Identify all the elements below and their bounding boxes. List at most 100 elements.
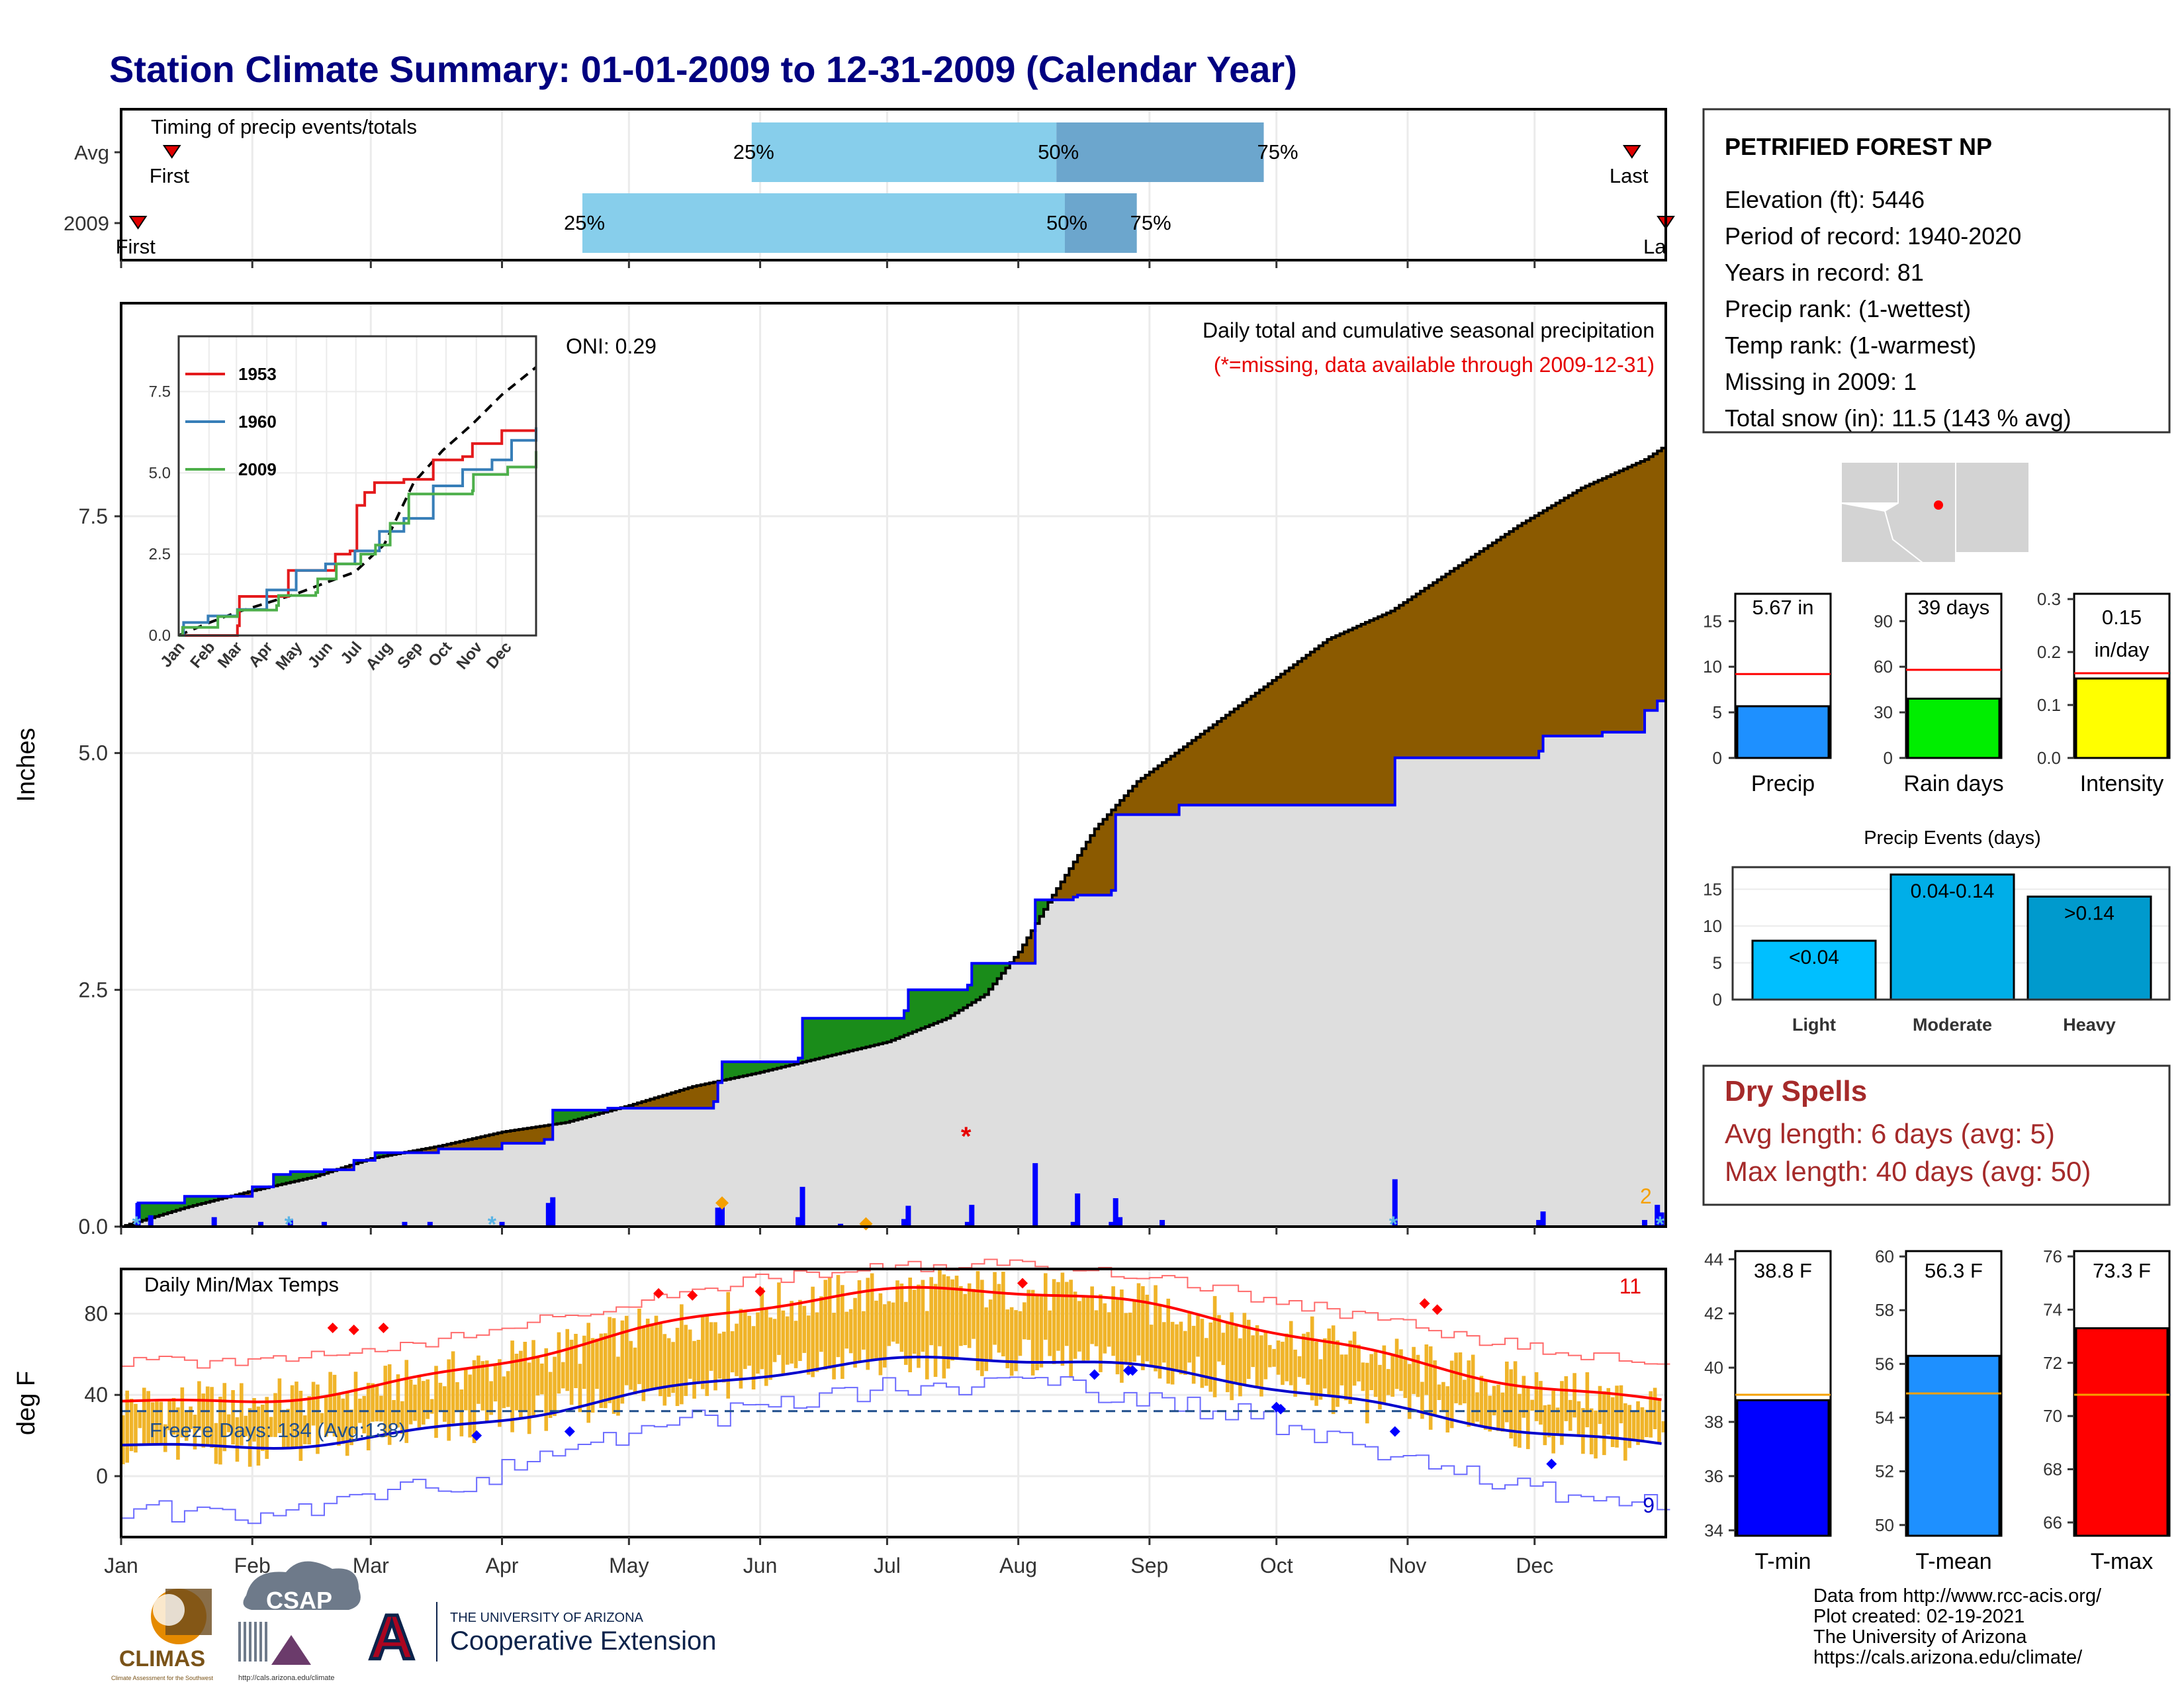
precip-title: Daily total and cumulative seasonal prec… <box>1203 318 1655 342</box>
month-tick-label: Apr <box>486 1554 519 1577</box>
month-tick-label: Oct <box>1260 1554 1293 1577</box>
daily-precip-bar <box>148 1215 154 1227</box>
mini-bar-label: Rain days <box>1903 771 2003 796</box>
first-event-marker <box>128 216 148 230</box>
month-tick-label: Jun <box>743 1554 778 1577</box>
page-title: Station Climate Summary: 01-01-2009 to 1… <box>109 48 1297 90</box>
inset-ytick-label: 5.0 <box>149 464 171 482</box>
hail-marker <box>715 1196 729 1210</box>
daily-precip-bar <box>1032 1163 1038 1227</box>
temp-bar-tick-label: 42 <box>1704 1303 1723 1323</box>
station-info-line: Total snow (in): 11.5 (143 % avg) <box>1725 404 2071 432</box>
observed-cumulative-line <box>121 689 1667 1228</box>
snow-event-count: 2 <box>1640 1184 1652 1208</box>
inset-bg <box>179 336 536 635</box>
mini-bar-tick-label: 5 <box>1713 702 1722 722</box>
ua-logo-bg <box>363 1602 421 1663</box>
event-bar <box>1751 939 1877 1001</box>
daily-precip-bar <box>1070 1221 1076 1227</box>
event-bar-label: 0.04-0.14 <box>1911 880 1995 902</box>
temp-bar-value <box>2075 1327 2169 1537</box>
ua-logo-line1: THE UNIVERSITY OF ARIZONA <box>450 1611 644 1625</box>
month-tick-label: Feb <box>234 1554 271 1577</box>
timing-bar-lower <box>751 122 1057 182</box>
daily-precip-bar <box>1655 1205 1661 1227</box>
record-low-line <box>121 1376 1670 1524</box>
mini-bar-value-label: 0.15 <box>2102 606 2142 629</box>
event-category-label: Moderate <box>1913 1015 1992 1035</box>
event-bar-label: <0.04 <box>1789 947 1839 968</box>
daily-precip-bar <box>1540 1211 1546 1227</box>
record-low-marker <box>471 1430 482 1441</box>
month-tick-label: May <box>609 1554 649 1577</box>
events-title: Precip Events (days) <box>1864 827 2041 849</box>
ua-logo-line2: Cooperative Extension <box>450 1626 716 1656</box>
temp-bar-tick-label: 70 <box>2043 1406 2062 1426</box>
legend-label: 1960 <box>238 412 277 432</box>
footer-line: https://cals.arizona.edu/climate/ <box>1813 1647 2083 1668</box>
climas-logo-subtitle: Climate Assessment for the Southwest <box>111 1675 214 1681</box>
temp-bar-tick-label: 34 <box>1704 1521 1723 1540</box>
timing-pct-label: 25% <box>564 211 605 234</box>
event-bar-label: >0.14 <box>2064 902 2115 924</box>
daily-precip-bar <box>258 1221 264 1227</box>
precip-ytick-label: 2.5 <box>79 978 108 1002</box>
dry-spells-line: Avg length: 6 days (avg: 5) <box>1725 1118 2055 1149</box>
temp-bar-tick-label: 76 <box>2043 1246 2062 1266</box>
temp-bar-tick-label: 56 <box>1875 1354 1894 1374</box>
station-info-line: Elevation (ft): 5446 <box>1725 186 1925 213</box>
month-tick-label: Sep <box>1130 1554 1168 1577</box>
event-category-label: Light <box>1792 1015 1836 1035</box>
csap-logo-text: CSAP <box>266 1587 332 1614</box>
timing-bar-lower <box>582 193 1065 253</box>
month-tick-label: Mar <box>353 1554 389 1577</box>
mini-bar-tick-label: 10 <box>1703 657 1722 677</box>
mini-bar-label: Intensity <box>2080 771 2164 796</box>
timing-pct-label: 50% <box>1038 140 1079 164</box>
mini-bar-tick-label: 90 <box>1874 611 1893 631</box>
temp-bar-tick-label: 50 <box>1875 1515 1894 1535</box>
record-high-marker <box>754 1286 766 1297</box>
timing-row-label: Avg <box>74 141 109 164</box>
normal-high-line <box>120 1286 1662 1403</box>
daily-precip-bar <box>969 1205 975 1227</box>
events-border <box>1731 866 2171 1001</box>
events-tick-label: 0 <box>1713 990 1722 1009</box>
month-tick-label: Jan <box>104 1554 138 1577</box>
mini-bar-value <box>2075 677 2169 759</box>
timing-panel-border <box>120 108 1667 261</box>
mini-bar-value <box>1736 705 1830 759</box>
temp-bar-tick-label: 44 <box>1704 1249 1723 1269</box>
legend-label: 2009 <box>238 459 277 479</box>
daily-precip-bar <box>1160 1219 1165 1227</box>
station-info-line: Precip rank: (1-wettest) <box>1725 295 1971 322</box>
record-high-marker <box>348 1325 359 1336</box>
last-event-marker <box>1622 145 1641 159</box>
daily-precip-bar <box>1392 1179 1398 1227</box>
csap-logo-cloud <box>243 1561 361 1610</box>
daily-precip-bar <box>1075 1193 1081 1227</box>
record-low-marker <box>1127 1365 1138 1376</box>
daily-precip-bar <box>499 1221 505 1227</box>
temp-ytick-label: 80 <box>84 1302 108 1326</box>
temp-panel-border <box>120 1268 1667 1538</box>
map-state-nm <box>1955 461 2030 553</box>
event-bar <box>2026 895 2152 1001</box>
record-high-marker <box>653 1288 664 1299</box>
mini-bar-tick-label: 0.1 <box>2037 695 2061 715</box>
station-info-line: Years in record: 81 <box>1725 259 1924 286</box>
daily-precip-bar <box>427 1221 433 1227</box>
month-tick-label: Aug <box>999 1554 1037 1577</box>
temp-bar-tick-label: 60 <box>1875 1246 1894 1266</box>
daily-precip-bar <box>964 1221 970 1227</box>
station-info-box <box>1702 108 2171 434</box>
daily-precip-bar <box>905 1205 911 1227</box>
missing-note: (*=missing, data available through 2009-… <box>1214 353 1655 377</box>
month-tick-label: Nov <box>1388 1554 1426 1577</box>
record-low-marker <box>564 1426 575 1437</box>
daily-precip-bar <box>321 1221 327 1227</box>
inset-series-line <box>179 451 537 637</box>
daily-temp-range-bars <box>121 1270 1666 1467</box>
record-low-marker <box>1389 1426 1400 1437</box>
